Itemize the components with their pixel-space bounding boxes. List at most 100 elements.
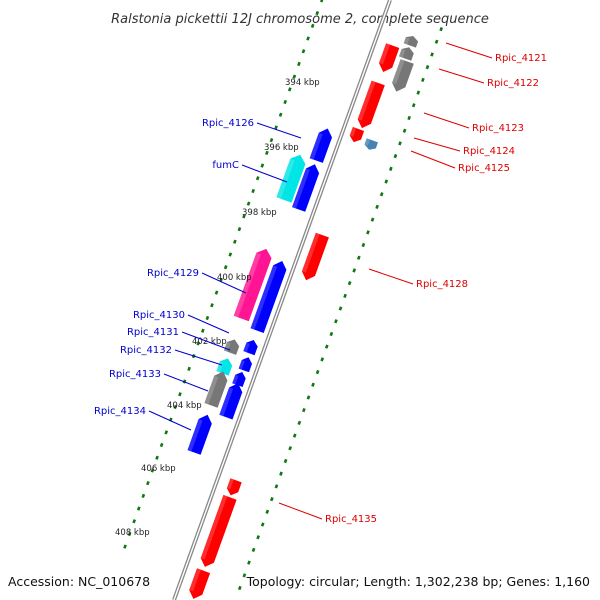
gene-bar[interactable] [232,372,246,387]
tick-mark [150,468,155,473]
tick-mark [237,226,242,232]
tick-mark [430,52,434,57]
tick-mark [141,493,146,498]
left-gene-labels: Rpic_4126 fumC Rpic_4129 Rpic_4130 Rpic_… [94,118,302,431]
tick-mark [389,166,393,171]
gene-rpic-4123[interactable] [357,80,385,129]
tick-mark [223,265,228,270]
gene-rpic-4131[interactable] [243,340,258,356]
label-leader [256,122,302,139]
gene-rpic-4126[interactable] [309,128,332,163]
gene-bar[interactable] [398,47,414,61]
tick-mark [246,201,251,206]
gene-rpic-4131[interactable] [223,339,240,355]
gene-label-rpic-4121[interactable]: Rpic_4121 [495,53,547,64]
tick-mark [421,77,425,83]
gene-bar[interactable] [219,383,243,420]
gene-label-rpic-4128[interactable]: Rpic_4128 [416,279,468,290]
tick-mark [260,522,265,527]
tick-marks [123,0,444,591]
tick-mark [210,303,214,308]
gene-rpic-4122[interactable] [392,59,414,92]
scale-label: 404 kbp [167,401,202,411]
tick-mark [310,23,315,28]
tick-mark [127,531,132,537]
gene-label-rpic-4131[interactable]: Rpic_4131 [127,327,179,338]
gene-label-rpic-4135[interactable]: Rpic_4135 [325,514,377,525]
gene-highlight [364,138,371,146]
gene-highlight [250,265,278,330]
gene-rpic-4133[interactable] [216,358,233,376]
label-leader [201,272,247,294]
tick-mark [329,331,334,337]
tick-mark [178,392,182,397]
gene-bar[interactable] [200,494,237,567]
tick-mark [283,458,288,464]
tick-mark [292,74,297,79]
gene-bar[interactable] [292,164,320,212]
gene-label-rpic-4124[interactable]: Rpic_4124 [463,146,515,157]
gene-highlight [189,568,201,592]
gene-highlight [403,37,410,45]
gene-highlight [223,342,231,352]
gene-label-rpic-4133[interactable]: Rpic_4133 [109,369,161,380]
gene-rpic-4134[interactable] [204,371,228,408]
tick-mark [402,128,407,133]
tick-mark [320,357,325,362]
scale-label: 398 kbp [242,208,277,218]
gene-rpic-4128[interactable] [301,232,329,281]
scale-labels: 394 kbp 396 kbp 398 kbp 400 kbp 402 kbp … [115,78,320,538]
scale-label: 396 kbp [264,143,299,153]
tick-mark [278,112,283,117]
tick-mark [146,481,150,486]
topology-stats-text: Topology: circular; Length: 1,302,238 bp… [246,574,590,589]
gene-fumc[interactable] [276,154,306,203]
label-leader [423,112,470,129]
gene-rpic-4130[interactable] [250,261,287,333]
gene-rpic-4132[interactable] [238,357,252,373]
backbone [172,0,392,600]
tick-mark [315,369,320,375]
gene-rpic-4124[interactable] [349,126,365,143]
tick-mark [205,315,210,321]
tick-mark [265,150,269,155]
gene-bar[interactable] [187,414,212,455]
label-leader [163,373,209,392]
gene-rpic-4125[interactable] [364,138,379,150]
gene-label-rpic-4126[interactable]: Rpic_4126 [202,118,254,129]
gene-highlight [301,232,320,273]
gene-highlight [392,59,405,85]
tick-mark [306,36,310,41]
gene-label-rpic-4134[interactable]: Rpic_4134 [94,406,146,417]
gene-label-rpic-4129[interactable]: Rpic_4129 [147,268,199,279]
scale-label: 408 kbp [115,528,150,538]
gene-highlight [187,419,203,452]
tick-mark [297,420,302,426]
accession-text: Accession: NC_010678 [8,574,150,589]
label-leader [148,410,192,431]
tick-mark [164,430,169,435]
gene-bar[interactable] [189,568,211,599]
gene-label-rpic-4122[interactable]: Rpic_4122 [487,78,539,89]
gene-label-rpic-4132[interactable]: Rpic_4132 [120,345,172,356]
tick-mark [352,268,357,273]
gene-label-fumc[interactable]: fumC [212,160,239,171]
scale-label: 406 kbp [141,464,176,474]
tick-mark [407,115,411,121]
gene-rpic-4129[interactable] [233,248,272,322]
tick-mark [279,471,283,476]
tick-mark [343,293,347,298]
gene-label-rpic-4130[interactable]: Rpic_4130 [133,310,185,321]
gene-rpic-4121[interactable] [379,43,400,72]
gene-rpic-4135[interactable] [226,478,242,496]
tick-mark [384,179,389,184]
tick-mark [416,90,421,95]
tick-mark [288,446,292,451]
tick-mark [136,506,141,511]
gene-rpic-4121[interactable] [403,36,419,48]
label-leader [174,349,223,366]
gene-label-rpic-4123[interactable]: Rpic_4123 [472,123,524,134]
gene-label-rpic-4125[interactable]: Rpic_4125 [458,163,510,174]
tick-mark [439,26,444,32]
